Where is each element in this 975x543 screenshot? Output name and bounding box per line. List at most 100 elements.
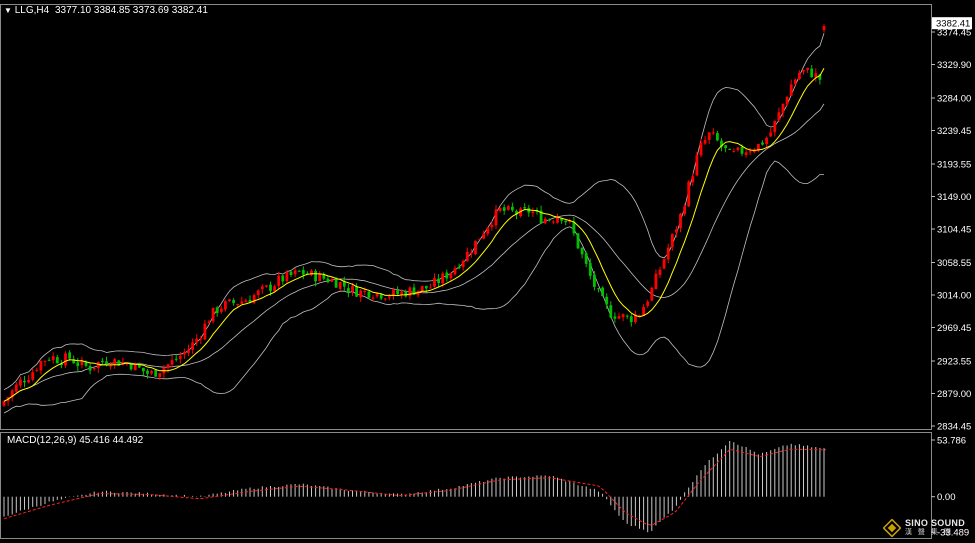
candle-body (474, 240, 477, 255)
candle-body (424, 285, 428, 289)
candle-body (10, 390, 14, 398)
candle-body (675, 229, 678, 233)
triangle-down-icon[interactable]: ▼ (4, 6, 12, 15)
candle-body (506, 206, 510, 210)
candle-body (662, 259, 666, 269)
current-price-label: 3382.41 (936, 19, 970, 30)
ohlc-values: 3377.10 3384.85 3373.69 3382.41 (54, 5, 208, 16)
candle-body (342, 281, 346, 287)
macd-indicator (3, 441, 827, 533)
candle-body (355, 286, 358, 297)
candles (2, 24, 826, 407)
candle-body (613, 316, 617, 319)
candle-body (761, 142, 764, 145)
candle-body (609, 305, 613, 318)
candle-body (183, 351, 186, 355)
candle-body (72, 359, 76, 364)
candle-body (265, 285, 268, 287)
macd-tick-label: -33.489 (937, 528, 969, 539)
diamond-logo-icon (882, 519, 901, 537)
candle-body (629, 316, 633, 322)
candle-body (379, 293, 383, 299)
candle-body (646, 301, 650, 306)
candle-body (191, 342, 194, 350)
chart-header: ▼ LLG,H4 3377.10 3384.85 3373.69 3382.41 (4, 5, 208, 16)
candle-body (47, 359, 51, 361)
candle-body (133, 363, 137, 371)
candle-body (757, 143, 760, 151)
candle-body (383, 298, 387, 300)
candle-body (465, 251, 469, 262)
candle-body (494, 209, 498, 226)
candle-body (76, 362, 80, 367)
candle-body (584, 253, 588, 264)
candle-body (748, 151, 752, 153)
price-tick-label: 3149.00 (937, 192, 971, 203)
candle-body (240, 301, 244, 304)
candle-body (683, 206, 686, 215)
candle-body (793, 79, 797, 85)
logo: SINO SOUND 漢 聲 集 團 (882, 518, 965, 537)
candle-body (679, 213, 682, 229)
price-tick-label: 2879.00 (937, 389, 971, 400)
candle-body (773, 120, 777, 132)
candle-body (96, 362, 100, 368)
price-tick-label: 3058.55 (937, 258, 971, 269)
candle-body (187, 349, 190, 354)
candle-body (818, 74, 822, 80)
symbol-label: LLG,H4 (14, 5, 50, 16)
candle-body (178, 356, 182, 359)
candle-body (789, 84, 793, 96)
candle-body (605, 296, 609, 305)
candle-body (552, 221, 555, 223)
candle-body (27, 380, 30, 383)
candle-body (699, 142, 703, 156)
macd-label: MACD(12,26,9) 45.416 44.492 (7, 435, 144, 446)
candle-body (129, 363, 133, 370)
candle-body (219, 308, 223, 312)
candle-body (802, 70, 805, 72)
candle-body (359, 290, 363, 298)
candle-body (244, 300, 248, 303)
candle-body (498, 208, 502, 211)
candle-body (2, 401, 6, 406)
candle-body (252, 295, 256, 303)
candle-body (318, 273, 322, 282)
candle-body (260, 286, 264, 290)
candle-body (23, 380, 26, 383)
candle-body (724, 145, 727, 149)
candle-body (634, 314, 637, 322)
ma-line (3, 68, 825, 402)
candle-body (35, 369, 39, 371)
candle-body (695, 155, 699, 176)
candle-body (277, 275, 281, 286)
candle-body (400, 291, 404, 295)
candle-body (412, 287, 416, 295)
candle-body (293, 270, 297, 275)
candle-body (720, 140, 723, 147)
candle-body (137, 364, 141, 368)
price-tick-label: 3193.55 (937, 159, 971, 170)
candle-body (777, 112, 781, 121)
candle-body (687, 181, 691, 207)
candle-body (535, 211, 539, 212)
candle-body (334, 279, 338, 288)
candle-body (174, 358, 178, 360)
candle-body (781, 103, 785, 113)
candle-body (371, 297, 375, 299)
candle-body (490, 224, 494, 228)
price-tick-label: 3284.00 (937, 93, 971, 104)
logo-text-en: SINO SOUND (904, 518, 965, 528)
candle-body (482, 233, 486, 239)
candle-body (310, 270, 313, 276)
moving-average (3, 68, 825, 402)
candle-body (248, 299, 252, 303)
candle-body (765, 137, 768, 144)
candle-body (691, 176, 695, 183)
candle-body (597, 288, 600, 290)
candle-body (301, 270, 305, 275)
candle-body (453, 268, 457, 275)
candle-body (109, 365, 112, 367)
price-tick-label: 2923.55 (937, 356, 971, 367)
